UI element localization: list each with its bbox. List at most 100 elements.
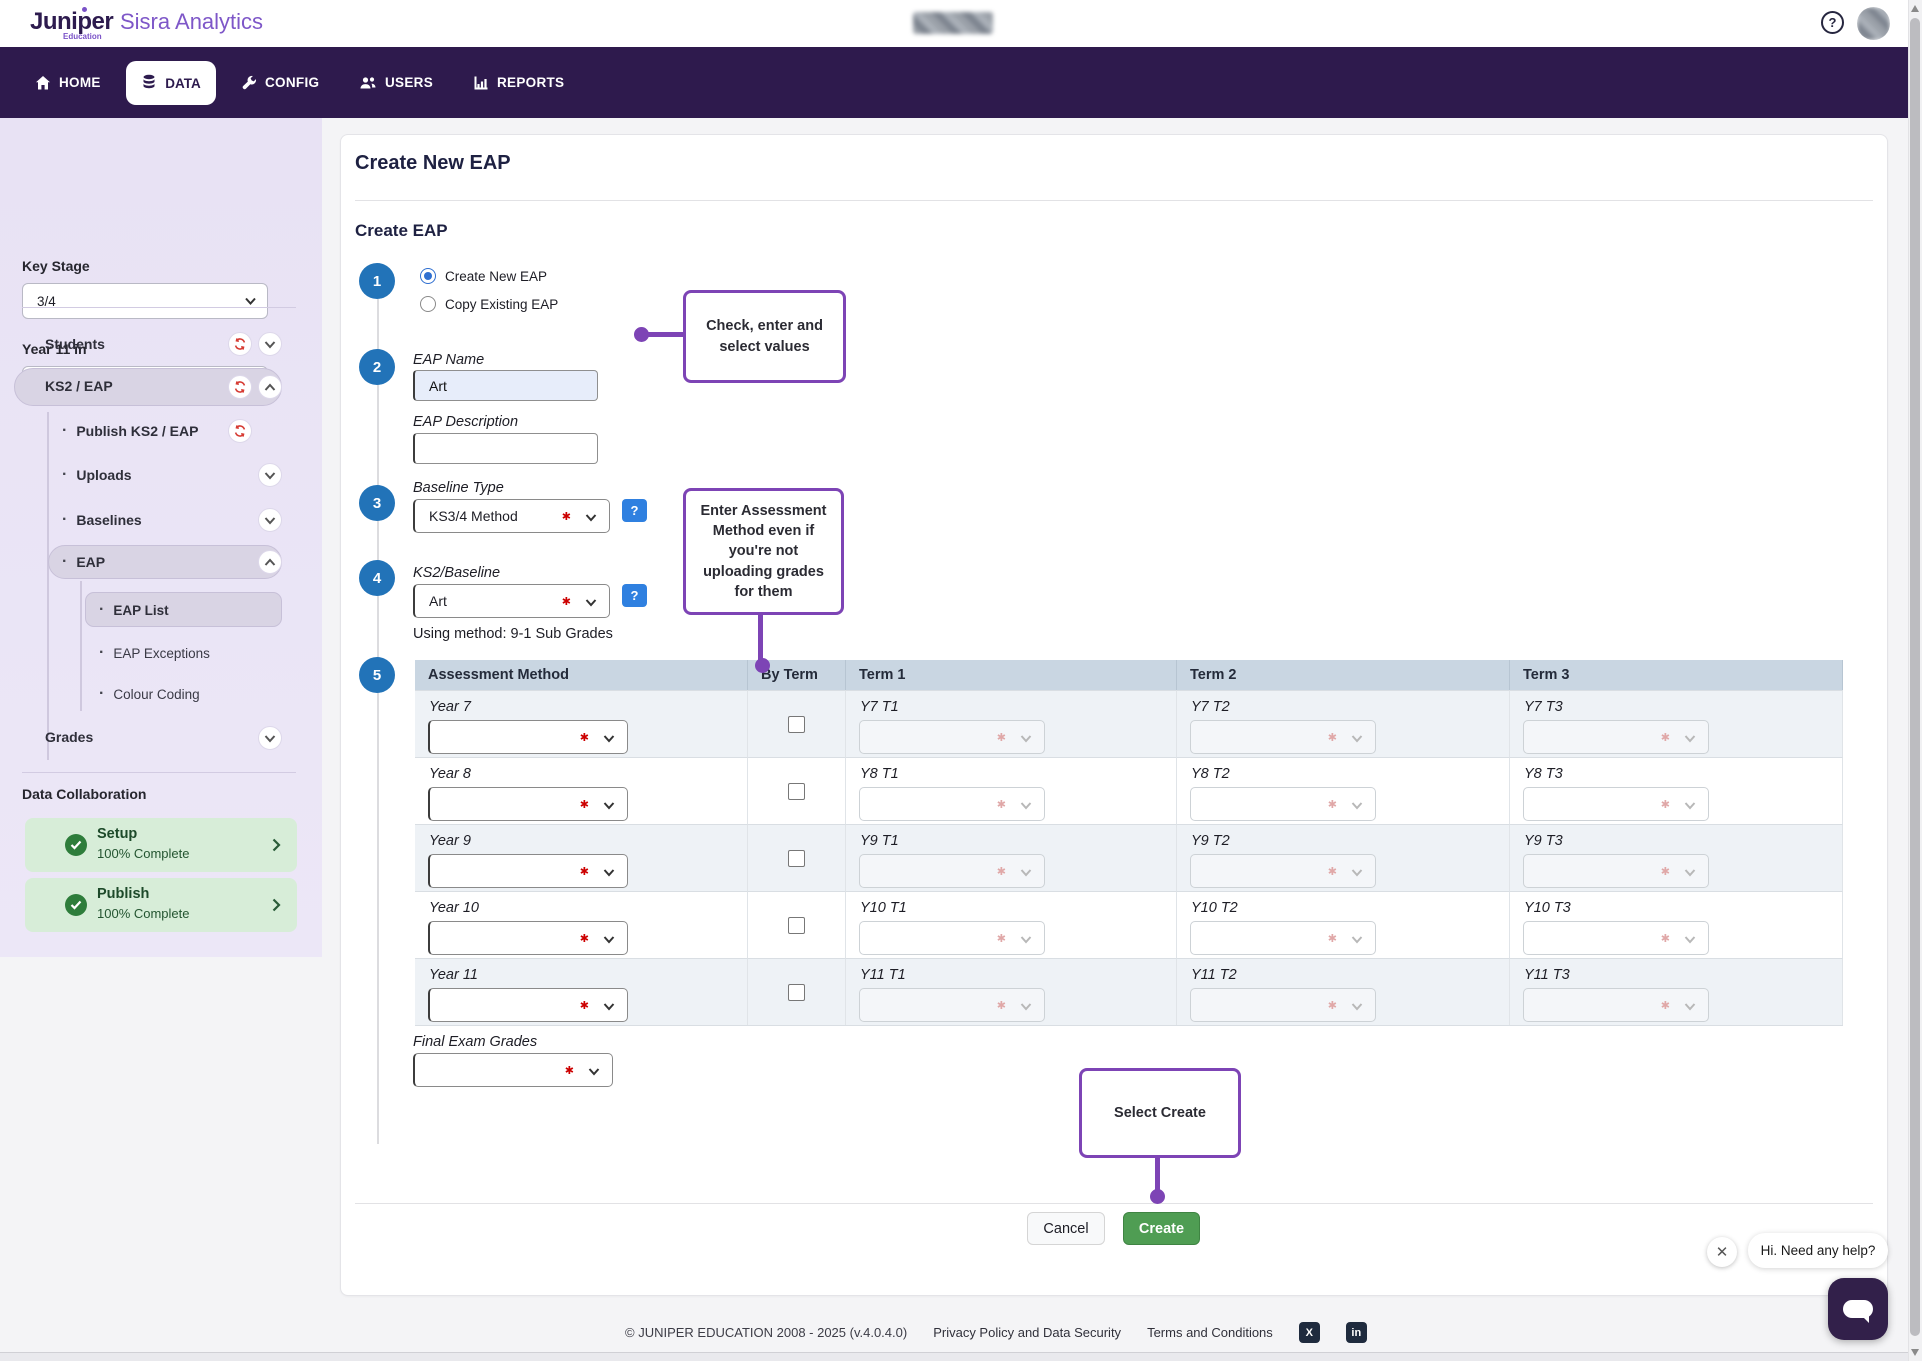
year8-term1-select: ✱ — [859, 787, 1045, 821]
table-row-year8-t3-cell: Y8 T3 ✱ — [1510, 757, 1843, 824]
publish-progress-card[interactable]: Publish 100% Complete — [25, 878, 297, 932]
ks2-eap-refresh-button[interactable] — [228, 375, 252, 399]
sidebar-item-uploads[interactable]: Uploads — [62, 466, 131, 484]
sidebar-item-ks2-eap[interactable] — [14, 368, 282, 406]
year9-by-term-checkbox[interactable] — [788, 850, 805, 867]
year9-method-select[interactable]: ✱ — [428, 854, 628, 888]
chevron-down-icon — [264, 340, 276, 348]
eap-label-row: EAP — [62, 553, 105, 571]
chat-close-button[interactable]: ✕ — [1707, 1237, 1737, 1267]
sidebar-item-colour-coding[interactable]: Colour Coding — [99, 685, 199, 703]
juniper-logo: Juniper — [30, 8, 114, 35]
year10-by-term-checkbox[interactable] — [788, 917, 805, 934]
table-row-year7-method-cell: Year 7 ✱ — [415, 690, 748, 757]
ks2-eap-collapse-button[interactable] — [258, 375, 282, 399]
year7-term3-select: ✱ — [1523, 720, 1709, 754]
table-row-year10-t2-cell: Y10 T2 ✱ — [1177, 891, 1510, 958]
nav-config[interactable]: CONFIG — [241, 47, 319, 118]
final-exam-grades-label: Final Exam Grades — [413, 1034, 538, 1050]
chat-greeting-bubble[interactable]: Hi. Need any help? — [1748, 1233, 1888, 1268]
ks2-baseline-help-button[interactable]: ? — [622, 584, 647, 607]
scrollbar-down-arrow[interactable] — [1911, 1349, 1919, 1356]
year7-by-term-checkbox[interactable] — [788, 716, 805, 733]
sidebar-item-students[interactable]: Students — [45, 336, 105, 352]
final-exam-grades-select[interactable]: ✱ — [413, 1053, 613, 1087]
cancel-button[interactable]: Cancel — [1027, 1212, 1105, 1245]
radio-create-new-eap[interactable]: Create New EAP — [420, 268, 547, 284]
col-header-term3: Term 3 — [1510, 660, 1843, 690]
chevron-down-icon — [264, 516, 276, 524]
chat-launcher-button[interactable] — [1828, 1278, 1888, 1340]
sidebar-item-publish-ks2-eap[interactable]: Publish KS2 / EAP — [62, 422, 198, 440]
grades-expand-button[interactable] — [258, 726, 282, 750]
table-row-year8-method-cell: Year 8 ✱ — [415, 757, 748, 824]
year8-term2-select: ✱ — [1190, 787, 1376, 821]
baseline-type-select[interactable]: KS3/4 Method ✱ — [413, 499, 610, 533]
radio-selected-icon[interactable] — [420, 268, 436, 284]
app-name: Sisra Analytics — [120, 9, 264, 34]
year7-method-select[interactable]: ✱ — [428, 720, 628, 754]
privacy-policy-link[interactable]: Privacy Policy and Data Security — [933, 1325, 1122, 1340]
linkedin-icon[interactable]: in — [1345, 1322, 1367, 1343]
baselines-expand-button[interactable] — [258, 508, 282, 532]
eap-name-input[interactable]: Art — [413, 370, 598, 401]
step-5-badge: 5 — [359, 657, 395, 693]
nav-home[interactable]: HOME — [35, 47, 101, 118]
step-4-badge: 4 — [359, 560, 395, 596]
chevron-down-icon — [264, 734, 276, 742]
baseline-type-label: Baseline Type — [413, 480, 504, 496]
year10-term1-select: ✱ — [859, 921, 1045, 955]
nav-reports[interactable]: REPORTS — [473, 47, 564, 118]
eap-description-label: EAP Description — [413, 414, 519, 430]
eap-collapse-button[interactable] — [258, 550, 282, 574]
sidebar-item-grades[interactable]: Grades — [45, 729, 94, 745]
callout1-connector-dot — [634, 327, 649, 342]
nav-data-active[interactable]: DATA — [126, 61, 216, 105]
sidebar-item-baselines[interactable]: Baselines — [62, 511, 141, 529]
chevron-down-icon — [1351, 869, 1363, 877]
year7-term1-select: ✱ — [859, 720, 1045, 754]
students-expand-button[interactable] — [258, 332, 282, 356]
year11-by-term-checkbox[interactable] — [788, 984, 805, 1001]
students-refresh-button[interactable] — [228, 332, 252, 356]
required-asterisk: ✱ — [561, 595, 571, 608]
nav-users[interactable]: USERS — [359, 47, 433, 118]
uploads-expand-button[interactable] — [258, 463, 282, 487]
create-button[interactable]: Create — [1123, 1212, 1200, 1245]
table-row-year8-t1-cell: Y8 T1 ✱ — [846, 757, 1177, 824]
chevron-down-icon — [603, 936, 615, 944]
scrollbar-thumb[interactable] — [1910, 18, 1920, 1336]
eap-name-label: EAP Name — [413, 352, 485, 368]
user-avatar[interactable] — [1857, 7, 1890, 40]
eap-description-input[interactable] — [413, 433, 598, 464]
help-icon[interactable]: ? — [1821, 11, 1844, 34]
sidebar-item-eap-exceptions[interactable]: EAP Exceptions — [99, 644, 210, 662]
chat-bubble-icon — [1843, 1300, 1873, 1323]
year10-method-select[interactable]: ✱ — [428, 921, 628, 955]
terms-conditions-link[interactable]: Terms and Conditions — [1147, 1325, 1273, 1340]
chevron-down-icon — [603, 735, 615, 743]
scrollbar-up-arrow[interactable] — [1911, 5, 1919, 12]
year8-method-select[interactable]: ✱ — [428, 787, 628, 821]
radio-unselected-icon[interactable] — [420, 296, 436, 312]
year11-method-select[interactable]: ✱ — [428, 988, 628, 1022]
year9-term3-select: ✱ — [1523, 854, 1709, 888]
table-row-year11-t1-cell: Y11 T1 ✱ — [846, 958, 1177, 1025]
x-twitter-icon[interactable]: X — [1298, 1322, 1320, 1343]
refresh-icon — [234, 425, 246, 437]
publish-ks2-refresh-button[interactable] — [228, 419, 252, 443]
using-method-note: Using method: 9-1 Sub Grades — [413, 626, 613, 642]
ks2-baseline-select[interactable]: Art ✱ — [413, 584, 610, 618]
year8-by-term-checkbox[interactable] — [788, 783, 805, 800]
radio-copy-existing-eap[interactable]: Copy Existing EAP — [420, 296, 558, 312]
setup-progress-card[interactable]: Setup 100% Complete — [25, 818, 297, 872]
chevron-down-icon — [1020, 1003, 1032, 1011]
key-stage-select[interactable]: 3/4 — [22, 283, 268, 319]
chevron-down-icon — [1684, 869, 1696, 877]
baseline-type-help-button[interactable]: ? — [622, 499, 647, 522]
key-stage-label: Key Stage — [22, 258, 90, 274]
users-icon — [359, 75, 377, 91]
chevron-down-icon — [1351, 735, 1363, 743]
check-icon — [65, 834, 87, 856]
col-header-term2: Term 2 — [1177, 660, 1510, 690]
